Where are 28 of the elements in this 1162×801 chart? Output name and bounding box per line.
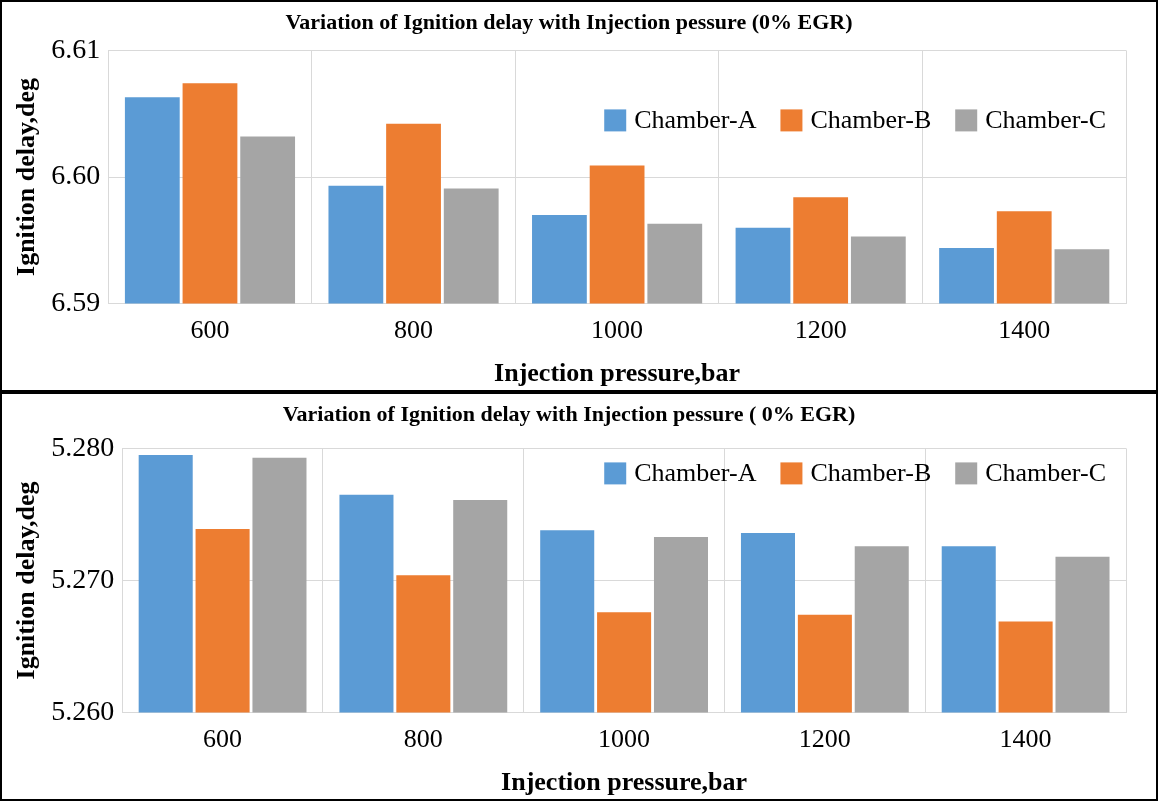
y-tick-label: 6.60 bbox=[51, 159, 101, 191]
x-axis-title: Injection pressure,bar bbox=[501, 767, 748, 797]
y-axis-title: Ignition delay,deg bbox=[11, 78, 41, 276]
x-tick-label: 1200 bbox=[794, 315, 847, 345]
x-tick-label: 600 bbox=[203, 724, 243, 754]
chart-title: Variation of Ignition delay with Injection pessure (0% EGR) bbox=[285, 8, 853, 34]
x-tick-label: 1000 bbox=[591, 315, 644, 345]
legend-label: Chamber-B bbox=[810, 105, 932, 135]
y-tick-label: 5.270 bbox=[51, 562, 115, 594]
x-tick-label: 1400 bbox=[998, 315, 1051, 345]
x-tick-label: 1400 bbox=[999, 724, 1052, 754]
y-tick-label: 6.61 bbox=[51, 32, 101, 64]
legend-label: Chamber-A bbox=[634, 458, 757, 488]
x-tick-label: 800 bbox=[394, 315, 434, 345]
legend-label: Chamber-B bbox=[810, 458, 932, 488]
x-tick-label: 800 bbox=[403, 724, 443, 754]
legend-label: Chamber-C bbox=[985, 458, 1107, 488]
y-axis-title: Ignition delay,deg bbox=[11, 481, 41, 680]
x-tick-label: 600 bbox=[190, 315, 230, 345]
legend-label: Chamber-C bbox=[985, 105, 1107, 135]
x-tick-label: 1200 bbox=[798, 724, 851, 754]
x-tick-label: 1000 bbox=[598, 724, 651, 754]
chart-title: Variation of Ignition delay with Injection pessure ( 0% EGR) bbox=[282, 400, 856, 426]
y-tick-label: 5.280 bbox=[51, 430, 115, 462]
y-tick-label: 6.59 bbox=[51, 285, 101, 317]
x-axis-title: Injection pressure,bar bbox=[494, 358, 741, 388]
legend-label: Chamber-A bbox=[634, 105, 757, 135]
y-tick-label: 5.260 bbox=[51, 694, 115, 726]
